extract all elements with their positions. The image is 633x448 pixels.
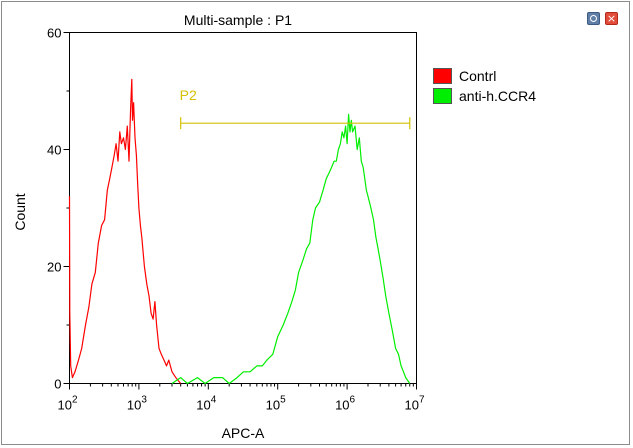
gear-icon[interactable]	[587, 12, 600, 25]
x-tick-label: 103	[127, 395, 147, 413]
series-layer	[68, 78, 411, 385]
x-tick-label: 107	[404, 395, 424, 413]
legend-swatch	[433, 88, 452, 104]
series-anti-h-ccr4-line	[171, 113, 411, 385]
plot-area	[69, 32, 417, 384]
x-tick-label: 105	[266, 395, 286, 413]
x-tick-label: 104	[196, 395, 216, 413]
legend-label: Contrl	[459, 68, 496, 84]
gate-label: P2	[180, 87, 197, 103]
x-tick-label: 106	[335, 395, 355, 413]
y-axis: 0 20 40 60	[47, 26, 70, 392]
chart-title: Multi-sample : P1	[184, 12, 292, 28]
close-icon[interactable]: ×	[605, 12, 618, 25]
y-axis-label: Count	[12, 193, 28, 230]
y-tick-label: 0	[54, 377, 61, 392]
legend: Contrl anti-h.CCR4	[433, 68, 536, 104]
legend-swatch	[433, 68, 452, 84]
x-axis-label: APC-A	[222, 425, 265, 441]
gate-p2[interactable]: P2	[180, 87, 411, 130]
y-tick-label: 40	[47, 143, 61, 158]
x-tick-label: 102	[57, 395, 77, 413]
y-tick-label: 20	[47, 260, 61, 275]
x-axis: 102 103 104 105 106 107	[57, 383, 425, 413]
legend-label: anti-h.CCR4	[459, 88, 536, 104]
series-contrl-line	[68, 78, 182, 384]
y-tick-label: 60	[47, 26, 61, 41]
